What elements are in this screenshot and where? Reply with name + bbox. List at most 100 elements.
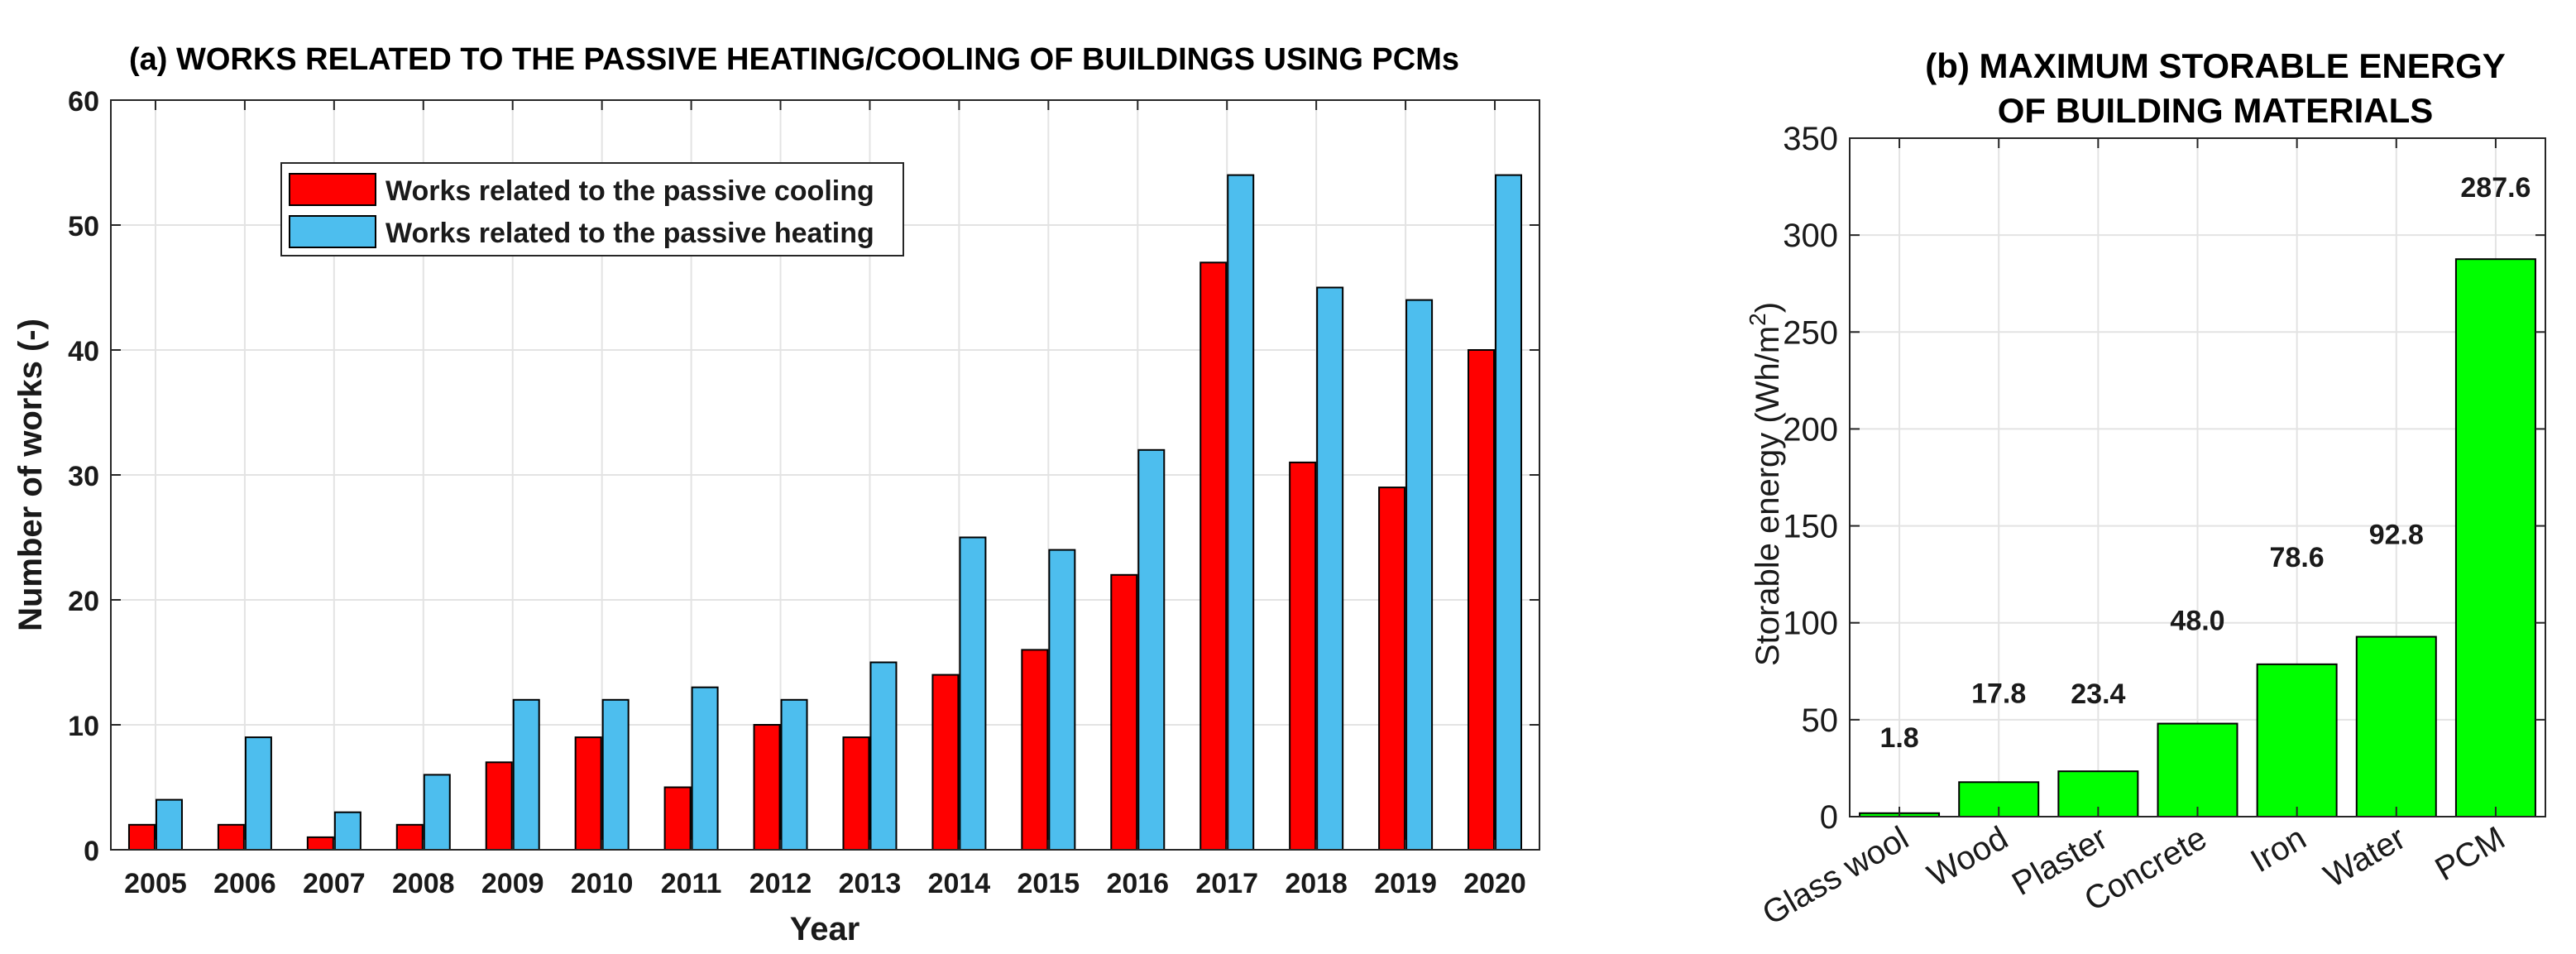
bar-cooling-2006 <box>217 823 245 851</box>
bar-heating-2020 <box>1495 174 1523 851</box>
bar-cooling-2009 <box>485 761 513 851</box>
chart-a: (a) WORKS RELATED TO THE PASSIVE HEATING… <box>12 42 1540 947</box>
x-tick-label: 2015 <box>1017 868 1080 899</box>
y-tick-label: 250 <box>1783 314 1838 351</box>
x-tick-label: Iron <box>2244 820 2312 880</box>
bar-cooling-2011 <box>663 786 692 851</box>
chart-b: (b) MAXIMUM STORABLE ENERGY OF BUILDING … <box>1745 46 2546 932</box>
bar-heating-2016 <box>1137 448 1166 851</box>
bar-heating-2008 <box>423 774 451 851</box>
bar-heating-2015 <box>1048 549 1076 851</box>
x-tick-label: Glass wool <box>1756 820 1914 932</box>
bar-heating-2009 <box>512 698 540 851</box>
bar-cooling-2010 <box>574 736 602 851</box>
y-tick-label: 20 <box>68 586 99 617</box>
bar-cooling-2014 <box>931 674 960 851</box>
x-tick-label: 2007 <box>303 868 366 899</box>
chart-b-grid <box>1850 138 2545 817</box>
bar-cooling-2018 <box>1289 461 1317 851</box>
data-label: 92.8 <box>2369 520 2424 551</box>
data-label: 48.0 <box>2170 606 2224 637</box>
bar-cooling-2013 <box>842 736 870 851</box>
y-tick-label: 0 <box>84 836 99 867</box>
bar-iron <box>2256 663 2338 818</box>
bar-heating-2011 <box>691 686 719 851</box>
bar-heating-2005 <box>155 798 183 851</box>
y-tick-label: 30 <box>68 461 99 492</box>
data-label: 23.4 <box>2071 678 2125 710</box>
bar-heating-2013 <box>869 661 898 851</box>
bar-pcm <box>2454 258 2536 817</box>
y-tick-label: 350 <box>1783 121 1838 157</box>
chart-a-x-label: Year <box>790 911 860 947</box>
y-tick-label: 60 <box>68 86 99 117</box>
y-tick-label: 50 <box>1802 702 1839 739</box>
bar-cooling-2007 <box>306 836 334 851</box>
x-tick-label: PCM <box>2429 820 2511 889</box>
y-tick-label: 50 <box>68 211 99 242</box>
x-tick-label: 2019 <box>1374 868 1437 899</box>
y-tick-label: 200 <box>1783 411 1838 448</box>
bar-heating-2014 <box>959 536 987 851</box>
y-tick-label: 300 <box>1783 218 1838 254</box>
chart-b-title-line-2: OF BUILDING MATERIALS <box>1998 91 2434 130</box>
data-label: 78.6 <box>2270 542 2325 573</box>
bar-cooling-2005 <box>127 823 156 851</box>
bar-cooling-2019 <box>1378 487 1406 851</box>
chart-a-legend: Works related to the passive cooling Wor… <box>280 162 904 256</box>
bar-heating-2019 <box>1405 299 1434 851</box>
y-tick-label: 0 <box>1820 799 1838 836</box>
data-label: 1.8 <box>1879 722 1918 754</box>
legend-box <box>280 162 904 256</box>
x-tick-label: 2011 <box>661 868 722 899</box>
bar-heating-2010 <box>601 698 630 851</box>
x-tick-label: 2013 <box>839 868 902 899</box>
chart-b-bars <box>1859 258 2536 818</box>
x-tick-label: 2017 <box>1195 868 1258 899</box>
chart-a-y-label: Number of works (-) <box>12 319 49 631</box>
chart-a-title: (a) WORKS RELATED TO THE PASSIVE HEATING… <box>129 42 1459 77</box>
x-tick-label: 2010 <box>571 868 634 899</box>
chart-a-y-ticks: 0 10 20 30 40 50 60 <box>68 86 1539 867</box>
bar-plaster <box>2057 770 2139 817</box>
chart-b-y-label: Storable energy (Wh/m2) <box>1745 302 1786 666</box>
chart-a-bars <box>127 174 1523 851</box>
bar-cooling-2008 <box>395 823 424 851</box>
x-tick-label: 2018 <box>1285 868 1348 899</box>
legend-swatch-cooling <box>289 173 376 206</box>
legend-label-cooling: Works related to the passive cooling <box>385 175 874 207</box>
x-tick-label: Water <box>2318 820 2411 895</box>
x-tick-label: Wood <box>1922 820 2014 894</box>
bar-heating-2012 <box>780 698 808 851</box>
x-tick-label: 2014 <box>928 868 991 899</box>
x-tick-label: 2012 <box>749 868 812 899</box>
bar-cooling-2020 <box>1468 349 1496 851</box>
x-tick-label: 2008 <box>392 868 455 899</box>
bar-cooling-2017 <box>1199 261 1228 851</box>
x-tick-label: 2020 <box>1463 868 1526 899</box>
x-tick-label: 2005 <box>124 868 187 899</box>
chart-a-x-ticks: 2005 2006 2007 2008 2009 2010 2011 2012 2013 2014… <box>124 100 1526 899</box>
legend-swatch-heating <box>289 215 376 248</box>
bar-cooling-2012 <box>753 724 781 851</box>
data-label: 17.8 <box>1971 678 2026 709</box>
bar-water <box>2355 635 2437 818</box>
bar-heating-2018 <box>1316 286 1344 851</box>
bar-cooling-2016 <box>1110 573 1138 851</box>
bar-cooling-2015 <box>1021 649 1049 851</box>
x-tick-label: 2009 <box>481 868 544 899</box>
x-tick-label: 2016 <box>1106 868 1169 899</box>
bar-concrete <box>2157 722 2238 817</box>
y-tick-label: 10 <box>68 711 99 742</box>
data-label: 287.6 <box>2460 172 2531 204</box>
bar-heating-2007 <box>333 811 362 851</box>
chart-b-y-ticks: 0 50 100 150 200 250 300 350 <box>1783 121 2545 836</box>
y-tick-label: 100 <box>1783 606 1838 642</box>
bar-heating-2006 <box>244 736 272 851</box>
chart-b-data-labels: 1.8 17.8 23.4 48.0 78.6 92.8 287.6 <box>1879 172 2531 754</box>
x-tick-label: 2006 <box>213 868 276 899</box>
legend-label-heating: Works related to the passive heating <box>385 218 874 249</box>
y-tick-label: 150 <box>1783 509 1838 545</box>
chart-b-title-line-1: (b) MAXIMUM STORABLE ENERGY <box>1925 46 2506 85</box>
